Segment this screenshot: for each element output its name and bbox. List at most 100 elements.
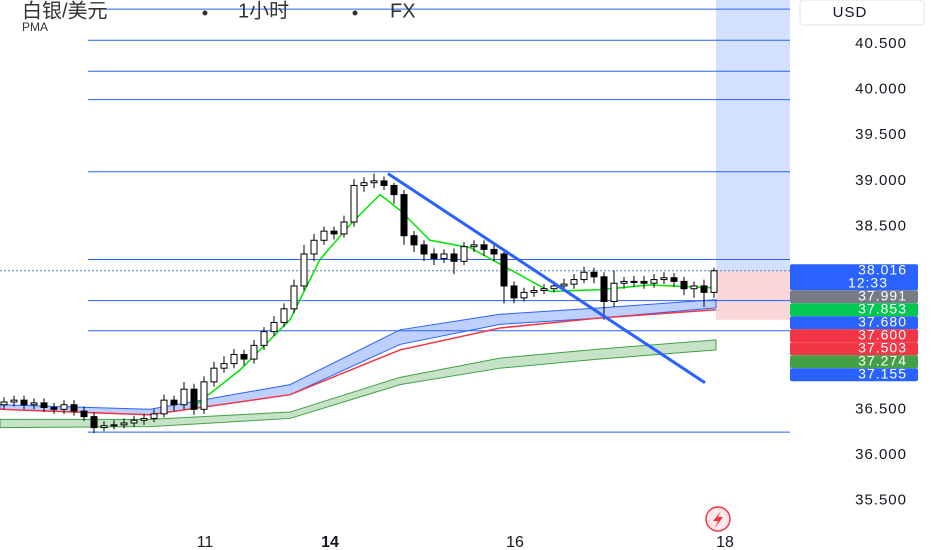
candle-body — [450, 253, 458, 262]
price-badge-label: 37.991 — [858, 288, 907, 304]
moving-average — [0, 308, 717, 416]
interval: 1小时 — [238, 0, 289, 22]
candle-body — [330, 230, 338, 235]
candle-body — [660, 277, 668, 281]
indicator-label: PMA — [22, 20, 48, 34]
candle-body — [160, 399, 168, 415]
candle-body — [640, 280, 648, 284]
candle-body — [690, 285, 698, 290]
candle-body — [120, 422, 128, 426]
candle-body — [50, 406, 58, 410]
candle-body — [620, 280, 628, 284]
candle-body — [430, 253, 438, 260]
candle-body — [650, 279, 658, 284]
candle-body — [560, 283, 568, 287]
candle-body — [490, 248, 498, 255]
candle-body — [300, 253, 308, 287]
candle-body — [230, 353, 238, 365]
candle-body — [140, 417, 148, 421]
candle-body — [540, 288, 548, 292]
candle-body — [480, 244, 488, 250]
candle-body — [240, 353, 248, 360]
candle-body — [400, 194, 408, 237]
y-tick-label: 40.000 — [855, 81, 907, 98]
price-badge-label: 37.680 — [858, 314, 907, 330]
candle-body — [70, 404, 78, 412]
candle-body — [390, 184, 398, 196]
candle-body — [460, 246, 468, 262]
candle-body — [290, 285, 298, 310]
target-zone — [716, 0, 790, 271]
candle-body — [680, 280, 688, 290]
price-badge-label: 37.503 — [858, 340, 907, 356]
candle-body — [510, 285, 518, 299]
candle-body — [320, 230, 328, 241]
candle-body — [500, 253, 508, 287]
price-badge — [790, 355, 918, 369]
candle-body — [380, 180, 388, 186]
price-badge — [790, 316, 918, 330]
y-tick-label: 35.500 — [855, 492, 907, 509]
price-badge — [790, 342, 918, 356]
candle-body — [100, 425, 108, 429]
candle-body — [80, 410, 88, 418]
candle-body — [440, 253, 448, 260]
price-badge-label: 37.853 — [858, 301, 907, 317]
candle-body — [90, 416, 98, 429]
price-axis: 40.500 40.000 39.500 39.000 38.500 36.500 36.0… — [790, 35, 918, 509]
candle-body — [130, 419, 138, 424]
logo-icon — [705, 506, 731, 532]
price-badge-label: 37.155 — [858, 366, 907, 382]
price-badge — [790, 290, 918, 304]
candle-body — [220, 363, 228, 369]
candle-body — [360, 182, 368, 186]
price-badge — [790, 329, 918, 343]
moving-average — [189, 193, 713, 410]
currency-box[interactable] — [799, 0, 925, 26]
price-badge-label: 38.016 — [858, 262, 907, 278]
candle-body — [250, 344, 258, 360]
candle-body — [710, 270, 718, 293]
separator — [202, 10, 208, 16]
candle-body — [370, 180, 378, 184]
y-tick-label: 39.500 — [855, 126, 907, 143]
x-tick-label: 18 — [716, 534, 734, 550]
x-tick-label: 14 — [321, 534, 339, 550]
candle-body — [170, 399, 178, 406]
candle-body — [520, 291, 528, 299]
candle-body — [550, 285, 558, 290]
candle-body — [570, 279, 578, 285]
candle-body — [590, 271, 598, 278]
x-tick-label: 16 — [506, 534, 524, 550]
currency[interactable]: USD — [833, 4, 868, 21]
candle-body — [470, 244, 478, 248]
price-badge — [790, 303, 918, 317]
candle-body — [110, 424, 118, 427]
candle-body — [20, 399, 28, 406]
candle-body — [700, 285, 708, 293]
candle-body — [340, 221, 348, 235]
stop-zone — [716, 270, 790, 320]
candle-body — [40, 402, 48, 408]
price-badge-label: 37.600 — [858, 327, 907, 343]
candle-body — [530, 290, 538, 293]
candle-body — [190, 388, 198, 410]
candle-body — [580, 271, 588, 281]
candle-body — [210, 367, 218, 383]
y-tick-label: 39.000 — [855, 172, 907, 189]
separator — [352, 10, 358, 16]
y-tick-label: 36.000 — [855, 446, 907, 463]
y-tick-label: 40.500 — [855, 35, 907, 52]
candle-body — [10, 399, 18, 403]
candle-body — [260, 331, 268, 346]
band — [0, 339, 717, 429]
candle-body — [670, 277, 678, 282]
candle-body — [350, 184, 358, 223]
candle-body — [0, 401, 8, 406]
candle-body — [150, 413, 158, 419]
candle-body — [630, 280, 638, 283]
candle-body — [200, 381, 208, 410]
y-tick-label: 36.500 — [855, 400, 907, 417]
x-tick-label: 11 — [197, 534, 214, 550]
